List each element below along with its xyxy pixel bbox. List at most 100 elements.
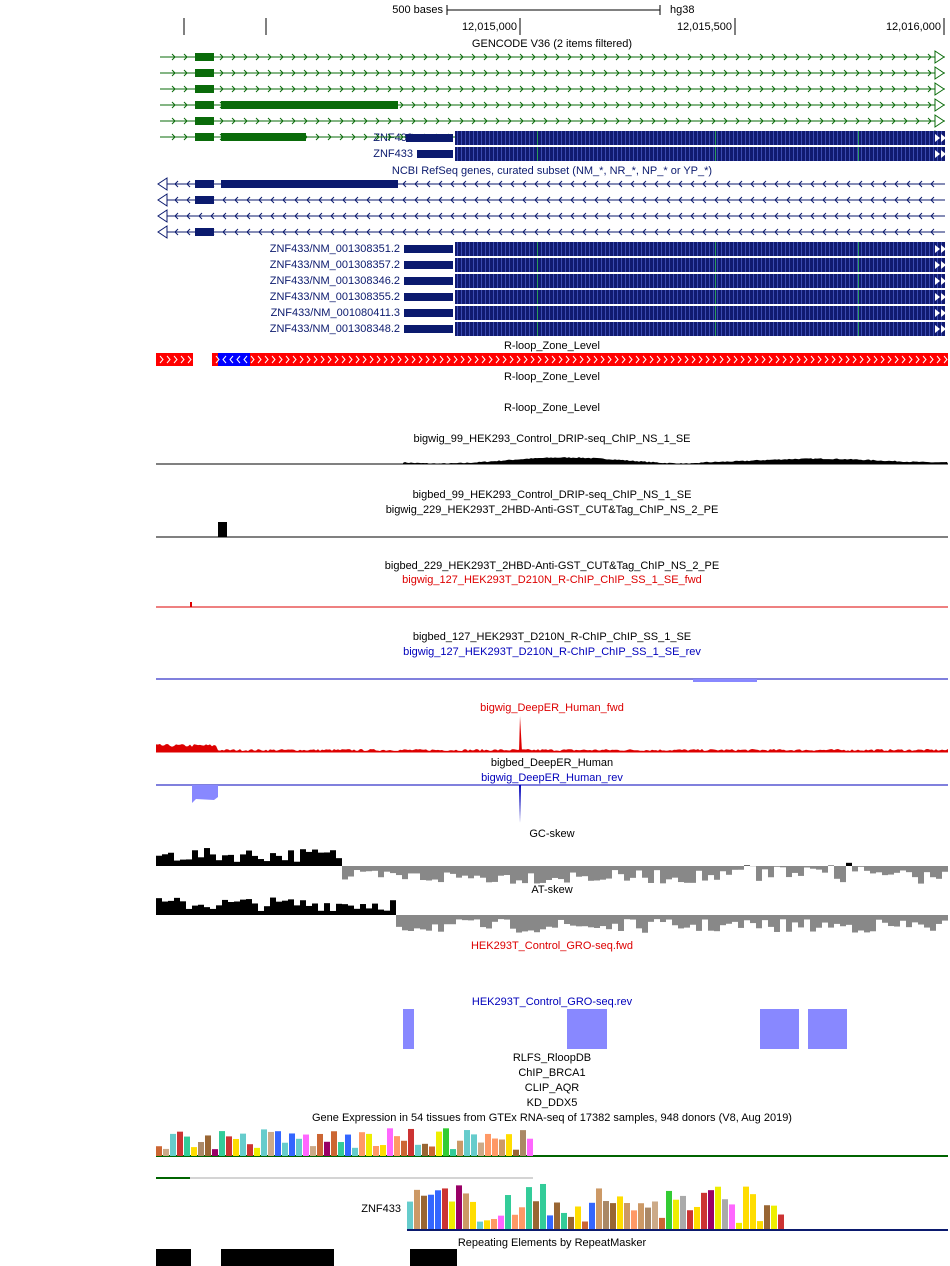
mark bbox=[715, 306, 716, 320]
chevron bbox=[366, 196, 371, 204]
chevron bbox=[887, 355, 892, 364]
skew-bar bbox=[810, 915, 816, 932]
skew-bar bbox=[768, 866, 774, 878]
chevron bbox=[486, 212, 491, 220]
chevron bbox=[219, 117, 224, 125]
chevron bbox=[606, 228, 611, 236]
chevron bbox=[747, 101, 752, 109]
chevron bbox=[399, 53, 404, 61]
chevron bbox=[282, 196, 287, 204]
exon bbox=[195, 101, 214, 109]
chevron bbox=[330, 212, 335, 220]
chevron bbox=[819, 101, 824, 109]
chevron bbox=[723, 85, 728, 93]
expr-bar bbox=[226, 1136, 232, 1156]
chevron bbox=[882, 228, 887, 236]
skew-bar bbox=[738, 866, 744, 870]
skew-bar bbox=[552, 915, 558, 928]
skew-bar bbox=[750, 915, 756, 924]
chevron bbox=[250, 355, 255, 364]
exon bbox=[195, 53, 214, 61]
chevron bbox=[579, 355, 584, 364]
cds bbox=[455, 242, 945, 256]
skew-bar bbox=[864, 915, 870, 933]
skew-bar bbox=[714, 866, 720, 880]
chevron bbox=[879, 53, 884, 61]
skew-bar bbox=[378, 909, 384, 915]
static-features bbox=[156, 353, 948, 1266]
chevron bbox=[834, 196, 839, 204]
chevron bbox=[754, 355, 759, 364]
chevron bbox=[339, 69, 344, 77]
chevron bbox=[411, 53, 416, 61]
chevron bbox=[498, 180, 503, 188]
expr-bar bbox=[268, 1131, 274, 1156]
chevron bbox=[582, 212, 587, 220]
skew-bar bbox=[732, 915, 738, 922]
skew-bar bbox=[426, 866, 432, 881]
chevron bbox=[267, 117, 272, 125]
chevron bbox=[519, 117, 524, 125]
chevron bbox=[229, 355, 234, 364]
exon bbox=[195, 85, 214, 93]
skew-bar bbox=[330, 910, 336, 915]
chevron bbox=[822, 212, 827, 220]
chevron bbox=[351, 85, 356, 93]
chevron bbox=[621, 355, 626, 364]
skew-bar bbox=[438, 866, 444, 883]
chevron bbox=[639, 53, 644, 61]
mark bbox=[537, 242, 538, 256]
skew-bar bbox=[738, 915, 744, 928]
skew-bar bbox=[864, 866, 870, 871]
chevron bbox=[615, 101, 620, 109]
track-title: bigbed_229_HEK293T_2HBD-Anti-GST_CUT&Tag… bbox=[385, 560, 719, 572]
chevron bbox=[255, 53, 260, 61]
skew-bar bbox=[792, 866, 798, 873]
chevron bbox=[795, 101, 800, 109]
chevron bbox=[687, 117, 692, 125]
skew-bar bbox=[492, 866, 498, 882]
skew-bar bbox=[942, 866, 948, 872]
skew-bar bbox=[936, 915, 942, 924]
chevron bbox=[906, 228, 911, 236]
skew-bar bbox=[240, 899, 246, 915]
cds bbox=[455, 306, 945, 320]
chevron bbox=[423, 101, 428, 109]
chevron bbox=[838, 355, 843, 364]
skew-bar bbox=[936, 866, 942, 879]
chevron bbox=[351, 69, 356, 77]
chevron bbox=[174, 212, 179, 220]
skew-bar bbox=[852, 915, 858, 933]
skew-bar bbox=[630, 866, 636, 878]
gene-label: ZNF433/NM_001308355.2 bbox=[270, 291, 400, 303]
chevron bbox=[438, 180, 443, 188]
chevron bbox=[495, 85, 500, 93]
chevron bbox=[446, 355, 451, 364]
chevron bbox=[523, 355, 528, 364]
skew-bar bbox=[480, 915, 486, 928]
exon bbox=[404, 245, 453, 253]
skew-bar bbox=[804, 866, 810, 868]
skew-bar bbox=[570, 915, 576, 926]
track-title: AT-skew bbox=[531, 884, 572, 896]
end-arrow bbox=[157, 225, 168, 239]
chevron bbox=[376, 355, 381, 364]
chevron bbox=[531, 69, 536, 77]
skew-bar bbox=[654, 866, 660, 871]
chevron bbox=[774, 196, 779, 204]
expr-bar bbox=[527, 1138, 533, 1156]
exon bbox=[195, 180, 214, 188]
chevron bbox=[243, 69, 248, 77]
chevron bbox=[726, 228, 731, 236]
skew-bar bbox=[792, 915, 798, 923]
expr-bar bbox=[659, 1217, 665, 1229]
chevron bbox=[663, 53, 668, 61]
chevron bbox=[462, 196, 467, 204]
track-title: CLIP_AQR bbox=[525, 1082, 579, 1094]
skew-bar bbox=[900, 915, 906, 921]
chevron bbox=[375, 85, 380, 93]
chevron bbox=[291, 53, 296, 61]
chevron bbox=[306, 196, 311, 204]
chevron bbox=[411, 85, 416, 93]
chevron bbox=[378, 212, 383, 220]
